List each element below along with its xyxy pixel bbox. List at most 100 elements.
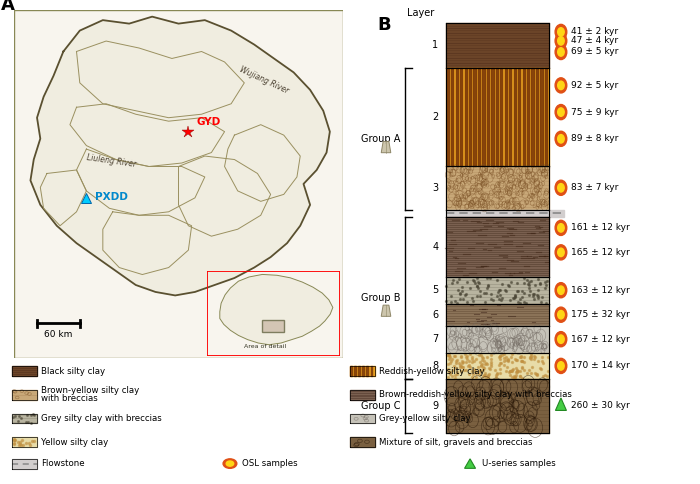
Text: 47 ± 4 kyr: 47 ± 4 kyr [570,36,617,45]
Text: Reddish-yellow silty clay: Reddish-yellow silty clay [379,366,485,376]
Text: 69 ± 5 kyr: 69 ± 5 kyr [570,47,618,57]
Polygon shape [456,68,458,166]
Polygon shape [446,217,549,277]
Circle shape [558,224,564,232]
Text: 167 ± 12 kyr: 167 ± 12 kyr [570,335,629,344]
Circle shape [555,358,567,374]
Polygon shape [473,68,476,166]
Polygon shape [447,68,449,166]
Text: 8: 8 [433,361,438,371]
Polygon shape [460,68,462,166]
Circle shape [555,220,567,235]
Polygon shape [478,68,480,166]
Polygon shape [76,41,244,118]
Polygon shape [514,68,516,166]
Text: 175 ± 32 kyr: 175 ± 32 kyr [570,310,629,319]
Text: with breccias: with breccias [41,394,98,403]
Polygon shape [350,437,374,447]
Polygon shape [225,125,300,201]
Circle shape [555,307,567,322]
Text: Grey-yellow silty clay: Grey-yellow silty clay [379,414,471,423]
Polygon shape [354,366,356,376]
Polygon shape [465,68,467,166]
Polygon shape [531,68,533,166]
Text: Grey silty clay with breccias: Grey silty clay with breccias [41,414,162,423]
Polygon shape [556,398,566,410]
Polygon shape [363,366,364,376]
Polygon shape [527,68,529,166]
Text: Brown-yellow silty clay: Brown-yellow silty clay [41,386,139,395]
Circle shape [558,183,564,192]
Text: Liuleng River: Liuleng River [86,152,137,168]
Polygon shape [12,437,37,447]
Polygon shape [446,352,549,379]
Polygon shape [370,366,372,376]
Polygon shape [446,303,549,326]
Polygon shape [446,68,549,166]
Polygon shape [446,379,549,433]
Circle shape [555,245,567,260]
Circle shape [555,24,567,40]
Text: B: B [377,16,391,34]
Polygon shape [465,459,475,469]
Text: 3: 3 [433,183,438,193]
Text: Group B: Group B [361,293,401,303]
Text: Brown-reddish-yellow silty clay with breccias: Brown-reddish-yellow silty clay with bre… [379,390,572,399]
Polygon shape [518,68,520,166]
Circle shape [226,461,234,466]
Polygon shape [382,305,391,317]
Polygon shape [70,104,225,166]
Text: Area of detail: Area of detail [244,344,286,349]
Text: A: A [1,0,15,14]
Polygon shape [536,68,538,166]
Polygon shape [350,366,374,376]
Polygon shape [487,68,489,166]
Polygon shape [540,68,542,166]
Polygon shape [350,390,374,400]
Polygon shape [358,366,360,376]
Polygon shape [446,210,564,217]
Polygon shape [446,277,549,303]
Circle shape [558,310,564,319]
Polygon shape [12,390,37,400]
Polygon shape [452,68,454,166]
Text: 9: 9 [433,401,438,411]
Polygon shape [31,16,330,295]
Text: 260 ± 30 kyr: 260 ± 30 kyr [570,402,629,410]
Text: Group C: Group C [361,401,401,411]
Circle shape [558,286,564,294]
Polygon shape [491,68,494,166]
Text: GYD: GYD [197,117,220,127]
Polygon shape [482,68,484,166]
Circle shape [558,48,564,56]
Text: Group A: Group A [361,134,401,144]
Text: 170 ± 14 kyr: 170 ± 14 kyr [570,362,629,370]
Circle shape [555,131,567,146]
Text: 6: 6 [433,310,438,320]
Polygon shape [76,149,205,215]
Circle shape [558,37,564,45]
Circle shape [558,335,564,344]
Polygon shape [496,68,498,166]
Polygon shape [446,326,549,352]
Polygon shape [446,23,549,68]
Polygon shape [505,68,507,166]
Polygon shape [509,68,512,166]
Circle shape [555,283,567,298]
Polygon shape [382,141,391,153]
Polygon shape [220,274,333,345]
Polygon shape [350,366,352,376]
Polygon shape [545,68,547,166]
Text: 161 ± 12 kyr: 161 ± 12 kyr [570,224,629,232]
Polygon shape [12,459,37,469]
Circle shape [558,28,564,36]
Circle shape [223,459,237,469]
Circle shape [558,108,564,116]
Polygon shape [12,366,37,376]
Text: U-series samples: U-series samples [482,459,556,468]
Text: Black silty clay: Black silty clay [41,366,106,376]
Polygon shape [350,413,374,424]
Text: 2: 2 [432,111,438,121]
Text: 83 ± 7 kyr: 83 ± 7 kyr [570,183,618,192]
Text: Flowstone: Flowstone [41,459,85,468]
